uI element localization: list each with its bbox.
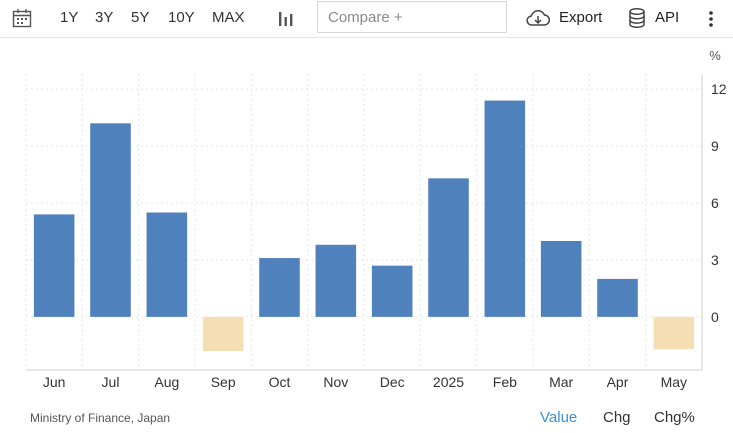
- more-vertical-icon[interactable]: [705, 9, 717, 29]
- y-tick-label: 0: [711, 309, 719, 325]
- mode-chg-button[interactable]: Chg: [603, 409, 631, 426]
- x-tick-label: 2025: [433, 374, 464, 390]
- bar-chart: 0 3 6 9 12 Jun Jul Aug Sep Oct Nov Dec 2025 Feb Mar Apr…: [25, 48, 727, 390]
- database-icon: [629, 7, 645, 29]
- x-tick-label: Apr: [607, 374, 629, 390]
- x-tick-label: Dec: [380, 374, 405, 390]
- bar-feb[interactable]: [484, 100, 526, 317]
- bar-chart-icon[interactable]: [276, 8, 296, 28]
- range-1y-button[interactable]: 1Y: [60, 9, 79, 26]
- y-tick-label: 3: [711, 252, 719, 268]
- compare-input[interactable]: [317, 1, 507, 33]
- bars: [33, 100, 695, 352]
- y-tick-label: 9: [711, 138, 719, 154]
- x-tick-label: May: [661, 374, 687, 390]
- bar-oct[interactable]: [259, 258, 300, 317]
- range-max-button[interactable]: MAX: [212, 9, 245, 26]
- range-3y-button[interactable]: 3Y: [95, 9, 114, 26]
- x-tick-label: Sep: [211, 374, 236, 390]
- bar-sep[interactable]: [202, 316, 244, 352]
- y-tick-label: 6: [711, 195, 719, 211]
- source-label: Ministry of Finance, Japan: [30, 411, 171, 425]
- api-label: API: [655, 9, 680, 26]
- x-tick-label: Nov: [323, 374, 348, 390]
- x-tick-label: Jul: [102, 374, 120, 390]
- x-tick-label: Feb: [493, 374, 517, 390]
- grid-lines: [25, 74, 703, 370]
- x-tick-label: Mar: [549, 374, 573, 390]
- bar-mar[interactable]: [540, 240, 582, 317]
- y-axis-unit-label: %: [709, 48, 721, 63]
- cloud-download-icon: [526, 10, 550, 26]
- bar-nov[interactable]: [315, 244, 357, 317]
- x-tick-label: Oct: [269, 374, 291, 390]
- axes: 0 3 6 9 12 Jun Jul Aug Sep Oct Nov Dec 2025 Feb Mar Apr…: [26, 74, 727, 390]
- mode-chg-pct-button[interactable]: Chg%: [654, 409, 695, 426]
- bar-apr[interactable]: [597, 278, 638, 317]
- calendar-icon[interactable]: [12, 8, 32, 28]
- bar-dec[interactable]: [371, 265, 413, 317]
- export-label: Export: [559, 9, 603, 26]
- mode-value-button[interactable]: Value: [540, 409, 578, 426]
- range-5y-button[interactable]: 5Y: [131, 9, 150, 26]
- bar-may[interactable]: [653, 316, 695, 350]
- x-tick-label: Aug: [154, 374, 179, 390]
- bar-2025[interactable]: [428, 178, 469, 317]
- x-tick-label: Jun: [43, 374, 66, 390]
- chart-toolbar: 1Y 3Y 5Y 10Y MAX Export API: [0, 0, 733, 38]
- y-tick-label: 12: [711, 81, 727, 97]
- bar-aug[interactable]: [146, 212, 188, 317]
- range-10y-button[interactable]: 10Y: [168, 9, 195, 26]
- bar-jun[interactable]: [33, 214, 75, 317]
- bar-jul[interactable]: [90, 123, 131, 317]
